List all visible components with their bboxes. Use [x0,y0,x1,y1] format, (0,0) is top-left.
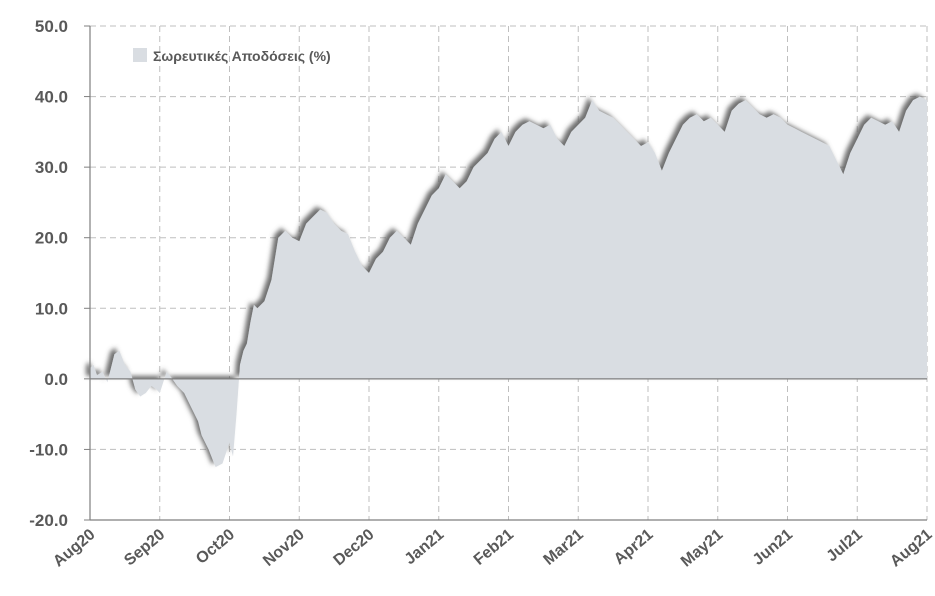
y-tick-label: 40.0 [35,88,68,107]
x-tick-labels: Aug20 Sep20 Oct20 Nov20 Dec20 Jan21 Feb21 Mar21… [50,526,935,571]
y-tick-label: 10.0 [35,299,68,318]
x-tick-label: Mar21 [540,526,586,569]
x-tick-label: Apr21 [611,526,657,568]
x-tick-label: Aug21 [887,526,935,571]
y-tick-label: 20.0 [35,229,68,248]
y-tick-label: -10.0 [29,440,68,459]
legend-swatch [133,48,147,62]
x-tick-label: Nov20 [260,526,308,570]
legend: Σωρευτικές Αποδόσεις (%) [133,48,331,64]
x-tick-label: Sep20 [121,526,168,569]
series-area-layer [90,96,927,468]
y-tick-label: 0.0 [44,370,68,389]
x-tick-label: May21 [678,526,726,571]
x-tick-label: Oct20 [193,526,238,568]
x-tick-label: Jan21 [402,526,448,568]
x-tick-label: Dec20 [331,526,378,569]
x-tick-label: Aug20 [50,526,98,571]
y-tick-label: -20.0 [29,511,68,530]
legend-label: Σωρευτικές Αποδόσεις (%) [153,48,331,64]
x-tick-label: Jul21 [824,526,866,565]
y-tick-label: 50.0 [35,17,68,36]
y-tick-label: 30.0 [35,158,68,177]
x-tick-label: Jun21 [750,526,796,569]
x-tick-label: Feb21 [471,526,517,569]
y-tick-labels: 50.0 40.0 30.0 20.0 10.0 0.0 -10.0 -20.0 [29,17,68,530]
series-area [90,96,927,468]
axes [84,25,927,521]
